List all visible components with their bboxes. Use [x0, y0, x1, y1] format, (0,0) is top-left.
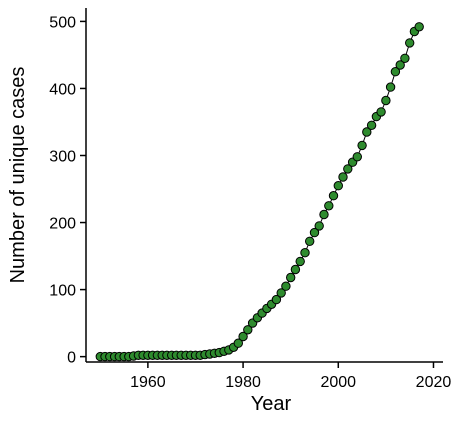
data-point — [376, 107, 386, 117]
y-tick-label: 500 — [49, 14, 76, 31]
data-point — [271, 294, 282, 305]
data-point — [324, 201, 334, 211]
data-point — [395, 60, 405, 70]
x-tick-label: 2020 — [416, 374, 452, 391]
data-point — [362, 127, 372, 137]
data-point — [276, 288, 286, 298]
data-point — [338, 172, 348, 182]
data-point — [357, 140, 367, 151]
data-point — [352, 152, 362, 162]
data-point — [366, 120, 377, 131]
data-point — [385, 82, 396, 92]
data-point — [281, 281, 291, 291]
data-point — [309, 227, 320, 238]
data-point — [381, 95, 391, 106]
data-point — [233, 338, 244, 348]
data-point — [305, 236, 315, 247]
data-point — [286, 272, 296, 283]
data-point — [300, 248, 310, 258]
data-point — [343, 164, 353, 174]
data-point — [238, 331, 248, 342]
data-point — [328, 191, 339, 201]
x-tick-label: 1960 — [130, 374, 166, 391]
data-point — [333, 181, 343, 191]
data-point — [390, 67, 401, 77]
y-tick-label: 100 — [49, 283, 76, 300]
x-tick-label: 1980 — [225, 374, 261, 391]
series-line — [100, 26, 420, 358]
y-axis-title: Number of unique cases — [7, 67, 29, 284]
x-axis-title: Year — [251, 393, 292, 415]
data-point — [319, 209, 329, 220]
data-point — [400, 53, 410, 63]
y-tick-label: 400 — [49, 81, 76, 98]
data-point — [290, 264, 301, 275]
x-tick-label: 2000 — [320, 374, 356, 391]
data-point — [243, 325, 253, 335]
data-point — [414, 22, 424, 32]
data-point — [314, 221, 324, 231]
y-tick-label: 0 — [67, 350, 76, 367]
y-tick-label: 200 — [49, 216, 76, 233]
y-tick-label: 300 — [49, 149, 76, 166]
data-point — [295, 256, 305, 267]
data-point — [405, 38, 415, 48]
